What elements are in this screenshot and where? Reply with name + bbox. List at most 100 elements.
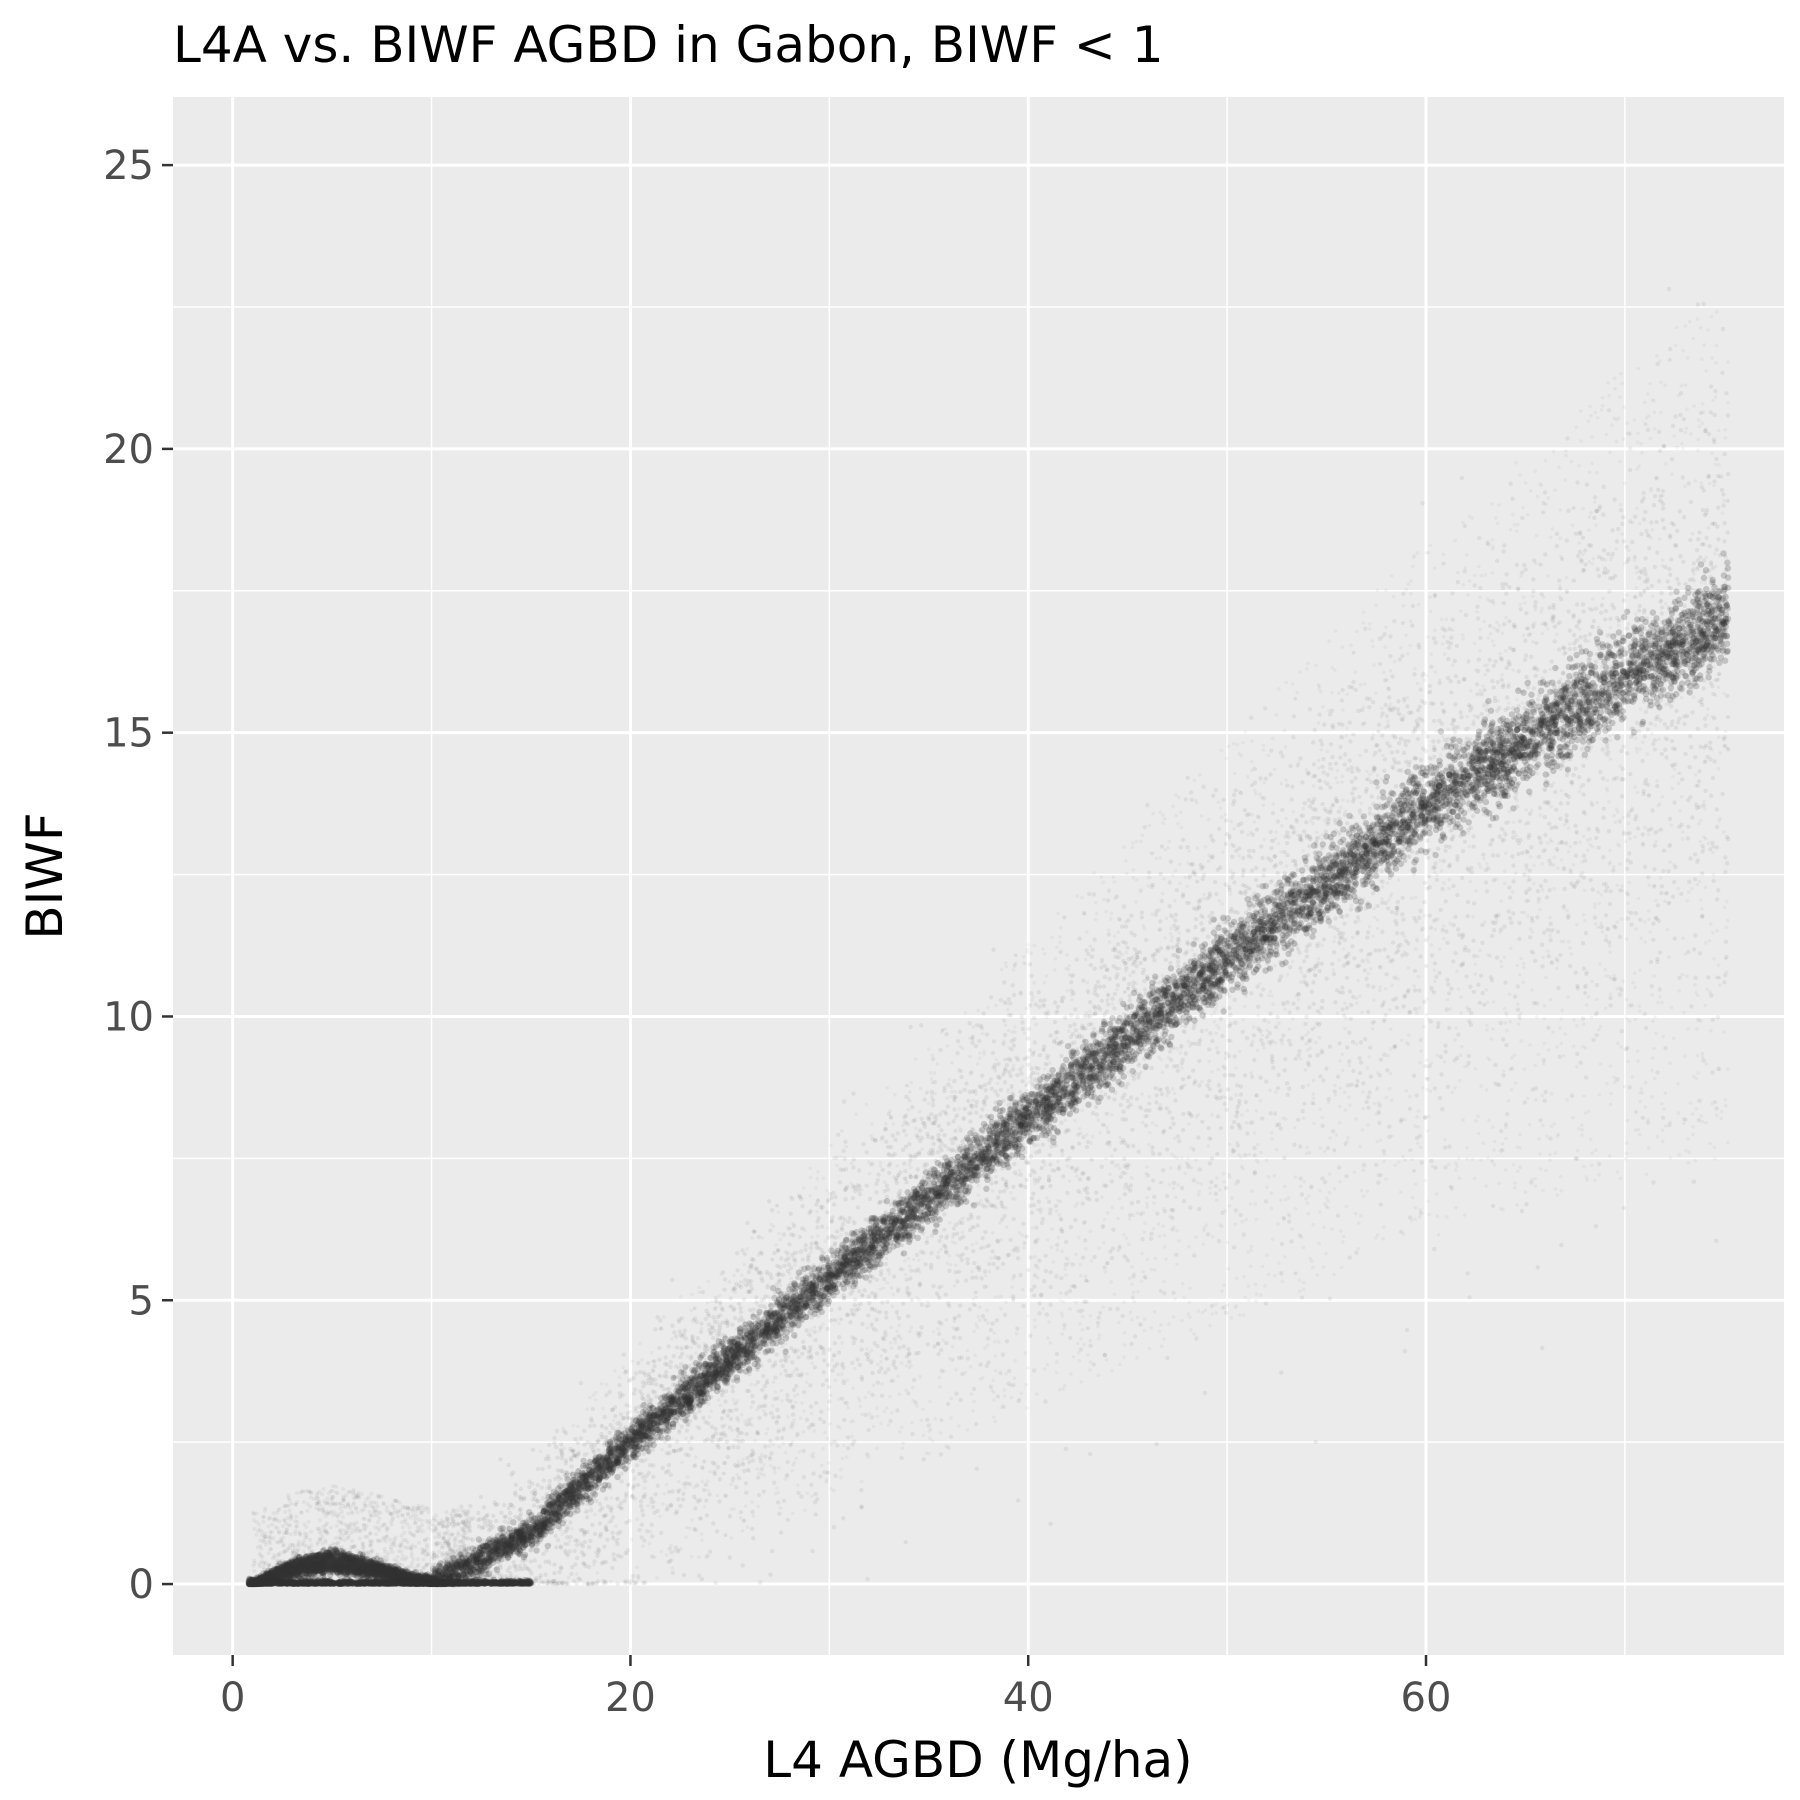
scatter-point (1118, 1025, 1125, 1032)
scatter-point (1405, 837, 1412, 844)
scatter-point (463, 1561, 470, 1568)
scatter-point (1410, 808, 1418, 815)
scatter-point (1329, 869, 1336, 876)
scatter-point (1348, 869, 1356, 876)
scatter-point (1014, 1140, 1021, 1147)
scatter-point (900, 1224, 907, 1231)
scatter-point (1088, 1082, 1095, 1090)
scatter-point (1289, 871, 1297, 878)
scatter-point (1720, 619, 1727, 626)
scatter-point (1020, 1115, 1027, 1122)
scatter-point (1085, 1101, 1092, 1108)
scatter-point (1406, 839, 1413, 846)
scatter-point (497, 1539, 504, 1546)
scatter-point (1052, 1089, 1060, 1096)
scatter-point (563, 1488, 570, 1495)
scatter-point (1482, 798, 1490, 806)
scatter-point (583, 1487, 590, 1494)
scatter-point (626, 1440, 633, 1448)
scatter-point (520, 1553, 528, 1561)
scatter-point (1254, 945, 1261, 952)
chart-title: L4A vs. BIWF AGBD in Gabon, BIWF < 1 (173, 16, 1164, 74)
scatter-point (1446, 787, 1454, 794)
scatter-point (1554, 700, 1561, 707)
scatter-point (1305, 912, 1313, 920)
scatter-point (902, 1222, 909, 1229)
scatter-point (874, 1226, 881, 1233)
scatter-point (1700, 574, 1708, 582)
scatter-point (707, 1381, 714, 1389)
scatter-point (1560, 701, 1568, 708)
scatter-point (569, 1496, 576, 1503)
scatter-point (1030, 1134, 1038, 1142)
scatter-point (492, 1550, 500, 1557)
scatter-point (1246, 955, 1254, 962)
scatter-point (1242, 954, 1250, 961)
scatter-point (1355, 857, 1362, 865)
scatter-point (1241, 941, 1248, 948)
scatter-point (700, 1374, 707, 1382)
scatter-point (1456, 737, 1463, 744)
scatter-point (1426, 830, 1433, 837)
scatter-point (801, 1302, 808, 1310)
scatter-point (511, 1534, 519, 1541)
scatter-point (567, 1493, 574, 1500)
major-gridlines (173, 97, 1784, 1655)
scatter-point (999, 1137, 1006, 1145)
scatter-point (1505, 737, 1512, 744)
scatter-point (809, 1284, 816, 1292)
scatter-point (1173, 1020, 1180, 1028)
scatter-point (767, 1325, 774, 1332)
plot-panel (173, 97, 1784, 1655)
scatter-point (764, 1323, 771, 1331)
scatter-point (957, 1186, 964, 1193)
scatter-point (1682, 672, 1689, 679)
scatter-point (1084, 1078, 1091, 1085)
scatter-point (1433, 815, 1441, 822)
scatter-point (912, 1191, 919, 1198)
scatter-point (1711, 623, 1718, 631)
scatter-point (439, 1570, 446, 1578)
scatter-point (1703, 641, 1711, 648)
scatter-point (1574, 677, 1581, 684)
scatter-point (1225, 935, 1233, 942)
scatter-point (1411, 859, 1418, 866)
scatter-point (957, 1159, 964, 1166)
scatter-point (1342, 888, 1349, 895)
scatter-point (1376, 842, 1384, 849)
scatter-point (714, 1383, 721, 1390)
scatter-point (1312, 887, 1320, 894)
scatter-point (1649, 609, 1657, 616)
scatter-point (683, 1380, 690, 1387)
scatter-point (1366, 827, 1374, 834)
scatter-point (1081, 1056, 1088, 1063)
scatter-point (1413, 822, 1421, 829)
scatter-point (606, 1461, 613, 1469)
scatter-point (734, 1345, 741, 1353)
scatter-point (1147, 990, 1154, 997)
scatter-point (1527, 764, 1534, 771)
scatter-point (741, 1359, 748, 1366)
scatter-point (538, 1519, 545, 1527)
scatter-point (1397, 825, 1405, 833)
scatter-point (1546, 702, 1554, 709)
scatter-point (1222, 968, 1229, 975)
scatter-point (1431, 793, 1439, 800)
scatter-point (512, 1535, 519, 1542)
scatter-point (1620, 613, 1628, 621)
scatter-point (1357, 854, 1365, 861)
scatter-point (1243, 934, 1251, 941)
scatter-point (685, 1393, 693, 1401)
scatter-point (467, 1570, 474, 1578)
scatter-point (1340, 871, 1348, 878)
scatter-point (634, 1450, 642, 1458)
scatter-point (1413, 780, 1421, 787)
scatter-point (1107, 1051, 1115, 1059)
scatter-point (501, 1549, 508, 1557)
scatter-point (1132, 1009, 1139, 1017)
scatter-point (550, 1502, 557, 1509)
scatter-point (442, 1564, 450, 1571)
scatter-point (458, 1554, 465, 1562)
scatter-point (865, 1261, 873, 1269)
